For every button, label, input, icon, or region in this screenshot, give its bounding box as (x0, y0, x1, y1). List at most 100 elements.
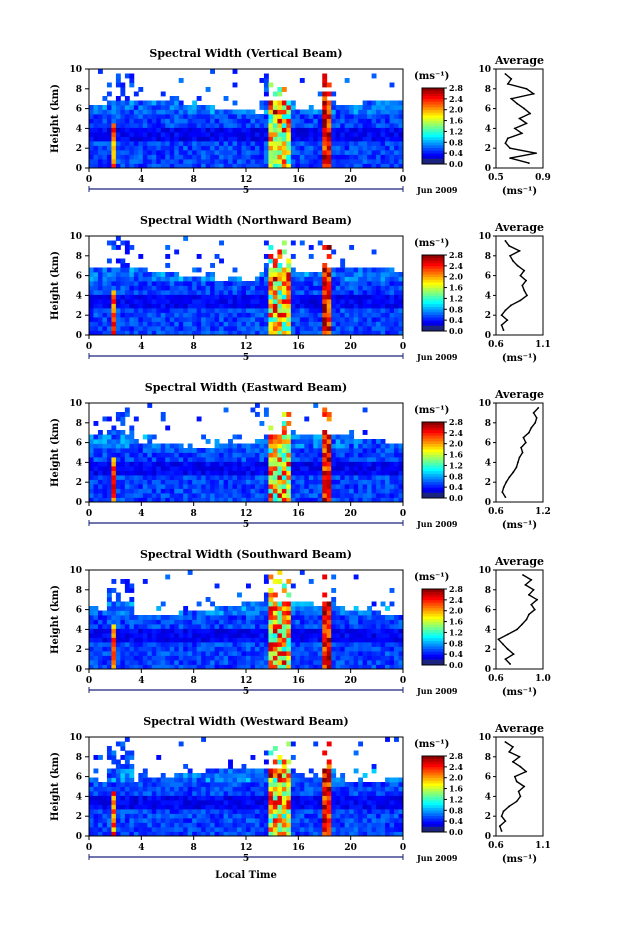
heatmap-cell (299, 664, 305, 670)
heatmap-cell (268, 588, 274, 593)
heatmap-cell (385, 159, 390, 164)
heatmap-cell (129, 136, 135, 142)
profile-point (528, 613, 530, 616)
profile-point (517, 461, 519, 464)
heatmap-cell (124, 272, 130, 277)
heatmap-cell (322, 407, 328, 413)
heatmap-cell (277, 114, 283, 119)
heatmap-cell (380, 457, 386, 462)
heatmap-cell (290, 136, 296, 142)
heatmap-cell (272, 606, 278, 611)
x-tick-label: 0 (400, 676, 406, 686)
heatmap-cell (295, 619, 301, 625)
heatmap-cell (165, 777, 171, 783)
heatmap-cell (102, 628, 108, 634)
heatmap-cell (133, 439, 139, 444)
heatmap-cell (268, 159, 274, 164)
heatmap-cell (129, 141, 135, 146)
heatmap-cell (160, 127, 166, 133)
heatmap-cell (89, 145, 94, 151)
heatmap-cell (331, 294, 337, 300)
heatmap-cell (219, 281, 224, 286)
heatmap-cell (147, 470, 153, 476)
heatmap-cell (102, 782, 108, 787)
heatmap-cell (120, 651, 126, 656)
heatmap-cell (317, 272, 323, 277)
heatmap-cell (367, 321, 372, 327)
heatmap-cell (133, 299, 139, 304)
heatmap-cell (394, 141, 399, 146)
heatmap-cell (232, 642, 238, 647)
colorbar-segment (422, 145, 444, 149)
heatmap-cell (317, 628, 323, 634)
heatmap-cell (187, 818, 193, 823)
heatmap-cell (344, 470, 350, 476)
heatmap-cell (174, 163, 180, 169)
heatmap-cell (124, 579, 130, 584)
heatmap-cell (237, 141, 242, 146)
heatmap-cell (362, 642, 368, 647)
heatmap-cell (174, 312, 180, 318)
heatmap-cell (286, 488, 292, 494)
heatmap-cell (214, 136, 220, 142)
heatmap-cell (313, 312, 319, 318)
heatmap-cell (156, 646, 162, 652)
heatmap-cell (299, 114, 305, 119)
profile-point (521, 284, 524, 287)
heatmap-cell (133, 782, 139, 787)
heatmap-cell (335, 448, 341, 453)
heatmap-cell (358, 642, 364, 647)
heatmap-cell (394, 493, 399, 498)
profile-point (504, 73, 507, 75)
heatmap-cell (187, 804, 193, 810)
heatmap-cell (228, 118, 233, 124)
heatmap-cell (299, 154, 305, 160)
colorbar-segment (422, 449, 444, 453)
heatmap-cell (120, 141, 126, 146)
heatmap-cell (156, 475, 162, 480)
heatmap-cell (349, 461, 355, 467)
heatmap-cell (120, 831, 126, 837)
heatmap-cell (93, 818, 99, 823)
heatmap-cell (142, 150, 148, 155)
heatmap-cell (201, 497, 207, 503)
heatmap-cell (313, 443, 319, 449)
heatmap-cell (277, 321, 283, 327)
heatmap-cell (268, 664, 274, 670)
heatmap-cell (192, 818, 198, 823)
panel-title: Spectral Width (Southward Beam) (140, 548, 352, 561)
heatmap-cell (290, 470, 296, 476)
heatmap-cell (317, 461, 323, 467)
colorbar-tick-label: 0.4 (449, 148, 463, 158)
heatmap-cell (389, 163, 395, 169)
heatmap-cell (124, 263, 130, 268)
heatmap-cell (362, 299, 368, 304)
heatmap-cell (376, 466, 381, 471)
heatmap-cell (254, 479, 260, 485)
colorbar-tick-label: 0.0 (449, 159, 463, 169)
heatmap-cell (290, 583, 296, 589)
heatmap-cell (174, 822, 180, 828)
heatmap-cell (389, 493, 395, 498)
heatmap-cell (169, 326, 175, 331)
heatmap-cell (241, 290, 247, 295)
heatmap-cell (223, 664, 229, 670)
heatmap-cell (205, 163, 211, 169)
heatmap-cell (165, 804, 171, 810)
x-tick-label: 12 (240, 509, 253, 519)
heatmap-cell (165, 100, 171, 106)
heatmap-cell (349, 475, 355, 480)
heatmap-cell (317, 91, 323, 97)
heatmap-cell (340, 312, 346, 318)
heatmap-cell (169, 448, 175, 453)
heatmap-cell (322, 272, 328, 277)
heatmap-cell (111, 425, 117, 431)
heatmap-cell (228, 619, 233, 625)
heatmap-cell (138, 254, 144, 259)
heatmap-cell (89, 294, 94, 300)
heatmap-cell (124, 317, 130, 322)
heatmap-cell (340, 330, 346, 336)
heatmap-cell (299, 123, 305, 128)
heatmap-cell (385, 141, 390, 146)
heatmap-cell (93, 159, 99, 164)
